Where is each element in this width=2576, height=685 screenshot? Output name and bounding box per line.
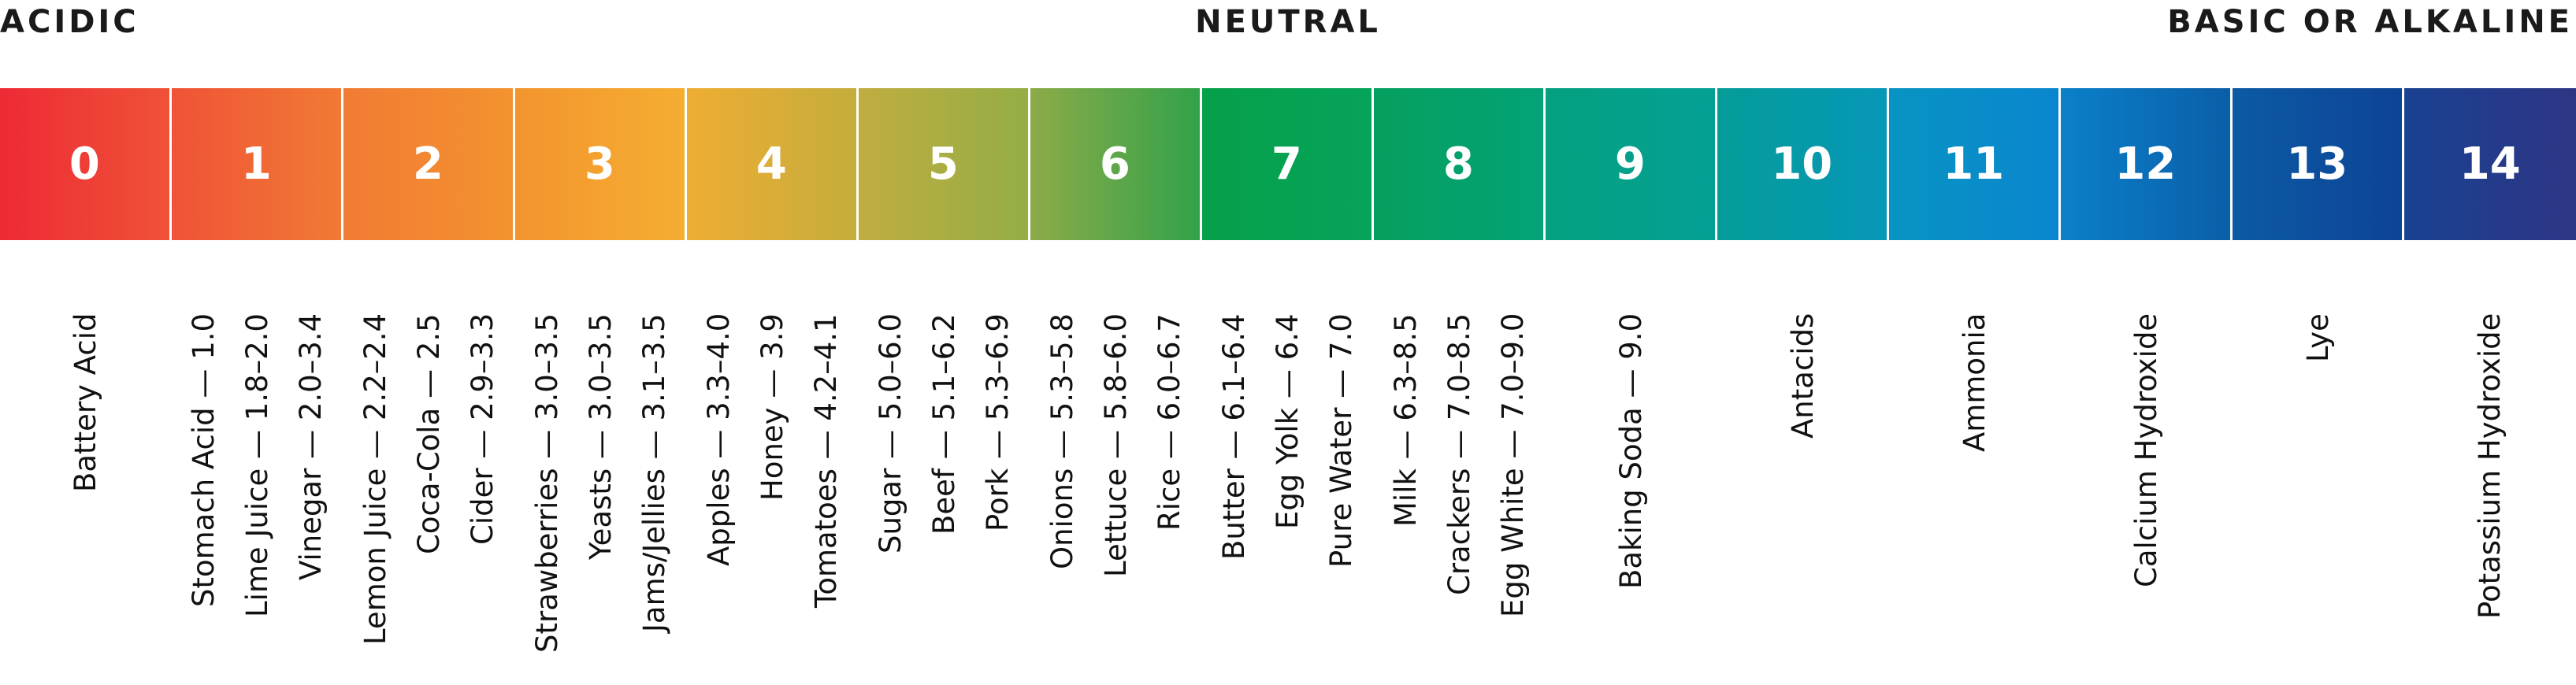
ph-cell-14: 14 bbox=[2404, 88, 2576, 240]
examples-column-ph-3: Strawberries — 3.0–3.5 Yeasts — 3.0–3.5 Ja… bbox=[515, 313, 687, 676]
ph-cell-7: 7 bbox=[1202, 88, 1374, 240]
example-label: Pork — 5.3–6.9 bbox=[980, 313, 1015, 531]
examples-column-ph-9: Baking Soda — 9.0 bbox=[1546, 313, 1717, 676]
examples-column-ph-5: Sugar — 5.0–6.0 Beef — 5.1–6.2 Pork — 5.3–… bbox=[859, 313, 1030, 676]
examples-column-ph-12: Calcium Hydroxide bbox=[2061, 313, 2233, 676]
examples-column-ph-6: Onions — 5.3–5.8 Lettuce — 5.8–6.0 Rice — … bbox=[1030, 313, 1202, 676]
example-label: Vinegar — 2.0–3.4 bbox=[293, 313, 328, 581]
ph-cell-12: 12 bbox=[2061, 88, 2233, 240]
ph-cell-1: 1 bbox=[172, 88, 343, 240]
example-label: Butter — 6.1–6.4 bbox=[1216, 313, 1251, 560]
ph-cell-5: 5 bbox=[859, 88, 1030, 240]
examples-column-ph-2: Lemon Juice — 2.2–2.4 Coca-Cola — 2.5 Cide… bbox=[343, 313, 515, 676]
example-label: Calcium Hydroxide bbox=[2129, 313, 2163, 588]
ph-cell-0: 0 bbox=[0, 88, 172, 240]
ph-cell-3: 3 bbox=[515, 88, 687, 240]
examples-column-ph-0: Battery Acid bbox=[0, 313, 172, 676]
ph-cell-9: 9 bbox=[1546, 88, 1717, 240]
ph-cell-8: 8 bbox=[1374, 88, 1546, 240]
example-label: Apples — 3.3–4.0 bbox=[701, 313, 736, 567]
example-label: Tomatoes — 4.2–4.1 bbox=[808, 313, 843, 608]
example-label: Pure Water — 7.0 bbox=[1323, 313, 1358, 568]
example-label: Milk — 6.3–8.5 bbox=[1388, 313, 1423, 527]
example-label: Cider — 2.9–3.3 bbox=[465, 313, 499, 546]
ph-cell-2: 2 bbox=[343, 88, 515, 240]
example-label: Onions — 5.3–5.8 bbox=[1045, 313, 1079, 569]
examples-column-ph-8: Milk — 6.3–8.5 Crackers — 7.0–8.5 Egg Whit… bbox=[1374, 313, 1546, 676]
example-label: Coca-Cola — 2.5 bbox=[411, 313, 446, 554]
examples-column-ph-1: Stomach Acid — 1.0 Lime Juice — 1.8–2.0 Vi… bbox=[172, 313, 343, 676]
acidic-label: ACIDIC bbox=[0, 4, 139, 40]
example-label: Battery Acid bbox=[68, 313, 102, 493]
examples-column-ph-14: Potassium Hydroxide bbox=[2404, 313, 2576, 676]
basic-alkaline-label: BASIC OR ALKALINE bbox=[2167, 4, 2573, 40]
ph-scale-bar: 0 1 2 3 4 5 6 7 8 9 10 11 12 13 14 bbox=[0, 88, 2576, 240]
example-label: Stomach Acid — 1.0 bbox=[186, 313, 221, 608]
examples-column-ph-11: Ammonia bbox=[1889, 313, 2061, 676]
example-label: Ammonia bbox=[1957, 313, 1991, 453]
examples-column-ph-10: Antacids bbox=[1717, 313, 1889, 676]
example-label: Lime Juice — 1.8–2.0 bbox=[239, 313, 274, 617]
example-label: Antacids bbox=[1785, 313, 1820, 439]
neutral-label: NEUTRAL bbox=[1195, 4, 1381, 40]
example-label: Honey — 3.9 bbox=[755, 313, 789, 501]
example-label: Sugar — 5.0–6.0 bbox=[873, 313, 908, 554]
example-label: Potassium Hydroxide bbox=[2472, 313, 2507, 620]
ph-cell-4: 4 bbox=[687, 88, 859, 240]
ph-cell-11: 11 bbox=[1889, 88, 2061, 240]
example-label: Baking Soda — 9.0 bbox=[1613, 313, 1648, 590]
example-label: Lemon Juice — 2.2–2.4 bbox=[358, 313, 392, 646]
examples-column-ph-13: Lye bbox=[2233, 313, 2404, 676]
example-label: Lettuce — 5.8–6.0 bbox=[1098, 313, 1133, 578]
example-label: Beef — 5.1–6.2 bbox=[926, 313, 961, 535]
example-label: Lye bbox=[2300, 313, 2335, 362]
example-label: Egg Yolk — 6.4 bbox=[1270, 313, 1305, 529]
example-label: Egg White — 7.0–9.0 bbox=[1495, 313, 1530, 618]
examples-column-ph-4: Apples — 3.3–4.0 Honey — 3.9 Tomatoes — 4.… bbox=[687, 313, 859, 676]
example-label: Crackers — 7.0–8.5 bbox=[1442, 313, 1476, 596]
ph-cell-6: 6 bbox=[1030, 88, 1202, 240]
example-label: Strawberries — 3.0–3.5 bbox=[529, 313, 564, 654]
example-label: Yeasts — 3.0–3.5 bbox=[583, 313, 618, 560]
ph-cell-13: 13 bbox=[2233, 88, 2404, 240]
ph-cell-10: 10 bbox=[1717, 88, 1889, 240]
example-label: Jams/Jellies — 3.1–3.5 bbox=[637, 313, 671, 632]
examples-column-ph-7: Butter — 6.1–6.4 Egg Yolk — 6.4 Pure Water… bbox=[1202, 313, 1374, 676]
example-label: Rice — 6.0–6.7 bbox=[1152, 313, 1186, 531]
